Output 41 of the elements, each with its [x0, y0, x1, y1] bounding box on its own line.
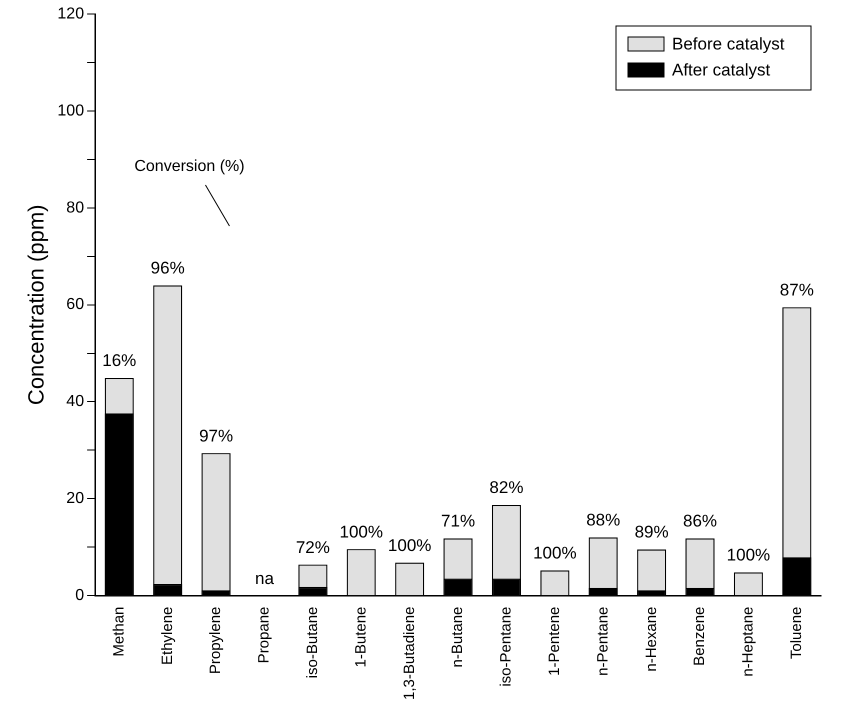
- legend-label: After catalyst: [672, 60, 771, 80]
- x-tick-label: Propane: [256, 606, 273, 664]
- annotation: Conversion (%): [134, 158, 245, 176]
- y-tick-label: 60: [66, 296, 84, 314]
- x-tick-label: Benzene: [691, 606, 708, 666]
- x-tick-label: 1,3-Butadiene: [400, 606, 418, 700]
- y-tick-label: 20: [66, 490, 84, 508]
- y-tick-label: 100: [57, 102, 84, 120]
- legend-label: Before catalyst: [672, 34, 785, 54]
- annotation: 88%: [586, 510, 620, 530]
- annotation: na: [255, 568, 274, 588]
- y-tick-label: 40: [66, 393, 84, 410]
- x-tick-label: 1-Pentene: [546, 606, 563, 676]
- x-tick-label: iso-Butane: [304, 606, 322, 678]
- annotation: 100%: [340, 522, 384, 542]
- x-tick-label: iso-Pentane: [498, 606, 515, 687]
- x-tick-label: Methan: [110, 606, 128, 657]
- annotation: 97%: [199, 426, 234, 446]
- y-axis-title: Concentration (ppm): [23, 204, 48, 406]
- x-tick-label: n-Pentane: [594, 606, 612, 676]
- x-tick-label: 1-Butene: [352, 606, 370, 668]
- x-tick-label: Propylene: [207, 606, 224, 674]
- annotation: 16%: [102, 351, 136, 370]
- annotation: 96%: [150, 258, 185, 278]
- x-tick-label: n-Heptane: [740, 606, 757, 677]
- annotation: 100%: [388, 536, 432, 555]
- annotation: 82%: [489, 478, 524, 498]
- annotation: 71%: [441, 512, 476, 531]
- x-tick-label: Toluene: [788, 606, 805, 660]
- annotation: 100%: [533, 544, 577, 563]
- annotation: 89%: [634, 522, 669, 542]
- y-tick-label: 120: [57, 5, 84, 22]
- annotation: 100%: [726, 546, 770, 565]
- x-tick-label: n-Butane: [449, 606, 466, 668]
- y-tick-label: 80: [66, 199, 84, 216]
- annotation: 72%: [296, 538, 330, 557]
- annotation: 86%: [683, 512, 718, 531]
- x-tick-label: n-Hexane: [642, 606, 660, 672]
- annotation: 87%: [780, 280, 814, 300]
- y-tick-label: 0: [75, 587, 84, 604]
- x-tick-label: Ethylene: [158, 606, 176, 665]
